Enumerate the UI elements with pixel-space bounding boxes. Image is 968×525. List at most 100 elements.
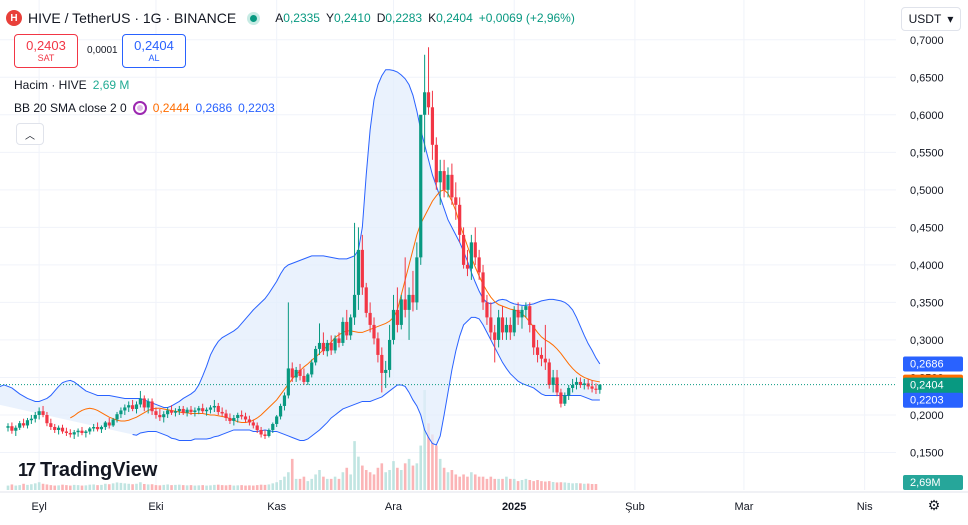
candle-body [134,404,139,409]
volume-bar [123,483,127,490]
candle-body [76,430,80,433]
volume-bar [154,485,158,490]
y-tick-label: 0,6000 [910,110,944,122]
volume-bar [142,484,146,490]
candle-body [123,407,127,411]
volume-bar [477,476,481,490]
candle-body [360,249,364,288]
volume-bar [30,484,33,490]
collapse-legend-button[interactable]: ︿ [16,123,44,145]
settings-gear-icon[interactable]: ⚙ [927,496,941,513]
candle-body [590,386,594,389]
volume-bar [170,485,173,490]
volume-bar [473,474,477,490]
y-tick-label: 0,5000 [910,185,944,197]
candle-body [259,429,263,435]
indicator-source-icon[interactable] [132,101,147,115]
candle-body [500,317,505,333]
candle-body [571,384,575,388]
bb-upper-line [0,69,601,408]
volume-bar [65,485,68,490]
candle-body [189,409,193,412]
volume-bar [505,476,508,490]
volume-bar [252,485,255,490]
volume-bar [178,484,181,490]
candle-body [37,411,41,415]
volume-bar [415,463,419,490]
candle-body [508,324,512,333]
candle-body [450,174,454,198]
buy-button[interactable]: 0,2404 AL [122,34,186,68]
volume-indicator-legend[interactable]: Hacim · HIVE 2,69 M [14,78,130,92]
volume-bar [318,470,321,490]
candle-body [228,417,232,421]
volume-bar [450,470,454,490]
volume-bar [493,478,497,490]
candle-body [559,392,563,404]
bollinger-indicator-legend[interactable]: BB 20 SMA close 2 0 0,2444 0,2686 0,2203 [14,101,275,115]
volume-bar [345,467,349,490]
candle-body [419,114,423,258]
volume-bar [135,483,138,490]
tradingview-logo[interactable]: 17 TradingView [18,459,158,481]
volume-bar [146,484,150,490]
volume-bar [357,456,360,490]
volume-bar [45,484,49,490]
candle-body [72,432,76,435]
symbol-title[interactable]: HIVE / TetherUS · 1G · BINANCE [28,10,237,26]
volume-bar [84,485,88,490]
volume-bar [37,482,41,490]
candle-body [271,423,275,430]
candle-body [33,414,37,419]
candle-body [208,407,213,410]
volume-bar [158,485,162,490]
volume-bar [536,480,539,490]
volume-bar [427,423,430,490]
volume-bar [290,458,294,490]
candle-body [352,294,357,318]
volume-bar [509,478,512,490]
candle-body [80,430,84,433]
volume-bar [524,478,528,490]
candle-body [64,431,69,433]
candle-body [582,383,586,385]
volume-bar [442,467,446,490]
sell-button[interactable]: 0,2403 SAT [14,34,78,68]
volume-bar [528,480,532,490]
volume-bar [271,483,275,490]
volume-bar [551,482,555,490]
volume-bar [22,483,25,490]
x-tick-label: Kas [267,501,286,513]
volume-bar [337,478,341,490]
candle-body [473,242,477,258]
volume-bar [57,485,60,490]
volume-bar [298,478,302,490]
candle-body [193,410,197,412]
candle-body [380,354,384,373]
volume-bar [555,482,559,490]
candle-body [103,422,107,427]
candle-body [329,342,333,351]
candle-body [25,420,30,426]
candle-body [154,411,158,415]
candle-body [166,410,170,415]
candle-body [290,368,294,378]
volume-bar [174,484,177,490]
candle-body [574,381,579,385]
candle-body [461,234,466,265]
volume-bar [411,465,415,490]
volume-bar [559,482,563,490]
candle-body [465,264,470,269]
candle-body [403,299,407,310]
y-tick-label: 0,4000 [910,260,944,272]
volume-bar [586,483,590,490]
price-axis-badge [903,392,963,408]
currency-selector[interactable]: USDT ▾ [901,7,961,31]
candle-body [162,414,166,418]
volume-bar [240,485,243,490]
volume-bar [458,476,461,490]
candle-body [158,414,162,418]
candle-body [255,425,259,430]
volume-bar [162,484,166,490]
